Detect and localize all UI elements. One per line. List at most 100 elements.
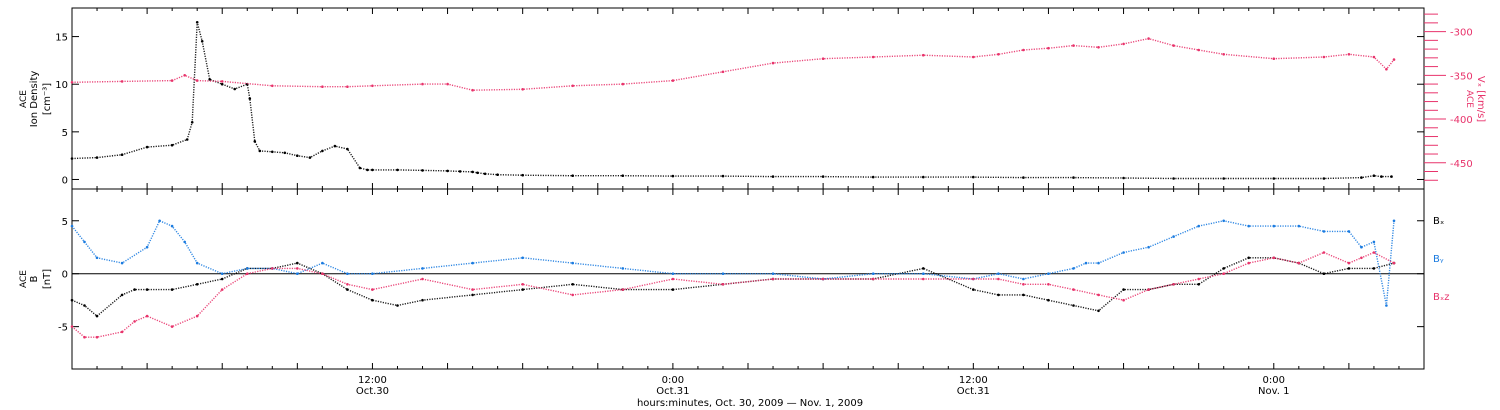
data-point xyxy=(521,288,524,291)
data-point xyxy=(521,88,524,91)
data-point xyxy=(771,272,775,276)
data-point xyxy=(1047,283,1050,286)
data-point xyxy=(1197,224,1200,228)
y-tick-label: 5 xyxy=(62,217,68,228)
data-point xyxy=(496,173,499,176)
data-point xyxy=(1222,53,1225,56)
series-line-bottom-0 xyxy=(71,257,1395,318)
data-point xyxy=(476,171,479,175)
data-point xyxy=(170,143,174,147)
data-point xyxy=(1097,46,1100,49)
data-point xyxy=(1022,176,1025,179)
data-point xyxy=(70,81,74,84)
data-point xyxy=(621,174,625,177)
data-point xyxy=(1372,267,1376,270)
data-point xyxy=(1272,177,1276,180)
data-point xyxy=(922,267,925,270)
data-point xyxy=(253,140,257,143)
y2-tick-label: -300 xyxy=(1450,28,1473,39)
bottom-ylabel-line2: B xyxy=(29,275,40,282)
x-tick-date-label: Nov. 1 xyxy=(1258,386,1289,397)
data-point xyxy=(521,283,524,286)
data-point xyxy=(296,154,299,157)
y-tick-label: 5 xyxy=(62,128,68,139)
bottom-panel-frame xyxy=(71,188,1425,370)
data-point xyxy=(1222,272,1225,276)
data-point xyxy=(1222,219,1225,223)
data-point xyxy=(997,293,1000,297)
data-point xyxy=(145,288,149,291)
data-point xyxy=(421,267,424,270)
data-point xyxy=(972,175,975,179)
data-point xyxy=(1084,261,1088,265)
bottom-ylabel-line3: [nT] xyxy=(42,269,53,289)
data-point xyxy=(521,173,524,177)
data-point xyxy=(471,293,474,297)
data-point xyxy=(271,150,274,154)
data-point xyxy=(333,144,337,148)
data-point xyxy=(70,224,74,228)
data-point xyxy=(1097,309,1100,313)
data-point xyxy=(421,169,424,172)
data-point xyxy=(371,168,374,172)
series-line-bottom-2 xyxy=(71,251,1395,338)
data-point xyxy=(1047,46,1050,50)
data-point xyxy=(396,168,399,172)
data-point xyxy=(1322,177,1326,180)
data-point xyxy=(1347,261,1351,265)
data-point xyxy=(1247,224,1250,228)
data-point xyxy=(271,267,274,270)
data-point xyxy=(220,277,224,281)
data-point xyxy=(721,272,725,276)
data-point xyxy=(1047,272,1050,276)
data-point xyxy=(1122,298,1125,302)
data-point xyxy=(296,267,299,270)
data-point xyxy=(170,224,174,228)
data-point xyxy=(1392,58,1396,61)
top-ylabel-line1: ACE xyxy=(19,90,29,108)
series-line-top-0 xyxy=(71,22,1392,180)
data-point xyxy=(972,55,975,59)
data-point xyxy=(1097,261,1100,265)
data-point xyxy=(1072,304,1075,307)
data-point xyxy=(1322,230,1326,233)
data-point xyxy=(1392,261,1396,265)
data-point xyxy=(120,293,124,297)
y-tick-label: 10 xyxy=(55,80,68,91)
data-point xyxy=(158,219,161,223)
data-point xyxy=(145,245,149,249)
data-point xyxy=(922,175,925,179)
y-tick-label: 15 xyxy=(55,33,68,44)
data-point xyxy=(195,261,199,265)
data-point xyxy=(371,84,374,88)
y-tick-label: -5 xyxy=(58,323,68,334)
data-point xyxy=(1372,55,1376,59)
data-point xyxy=(997,277,1000,281)
data-point xyxy=(1392,219,1396,223)
data-point xyxy=(871,277,875,281)
data-point xyxy=(95,335,99,339)
data-point xyxy=(248,97,252,100)
data-point xyxy=(1172,177,1175,180)
data-point xyxy=(771,61,775,65)
data-point xyxy=(366,168,369,172)
data-point xyxy=(721,283,725,286)
y2-tick-label: -450 xyxy=(1450,159,1473,170)
data-point xyxy=(972,288,975,291)
top-panel-frame xyxy=(71,7,1425,190)
data-point xyxy=(771,277,775,281)
series-line-bottom-1 xyxy=(71,219,1395,306)
data-point xyxy=(1360,256,1363,260)
data-point xyxy=(1222,267,1225,270)
data-point xyxy=(1222,177,1225,180)
x-tick-date-label: Oct.31 xyxy=(656,386,689,397)
data-point xyxy=(195,283,199,286)
data-point xyxy=(1372,240,1376,244)
data-point xyxy=(321,85,324,88)
data-point xyxy=(1272,256,1276,260)
data-point xyxy=(1122,176,1125,180)
data-point xyxy=(95,156,99,159)
data-point xyxy=(1372,174,1376,177)
data-point xyxy=(671,288,675,291)
